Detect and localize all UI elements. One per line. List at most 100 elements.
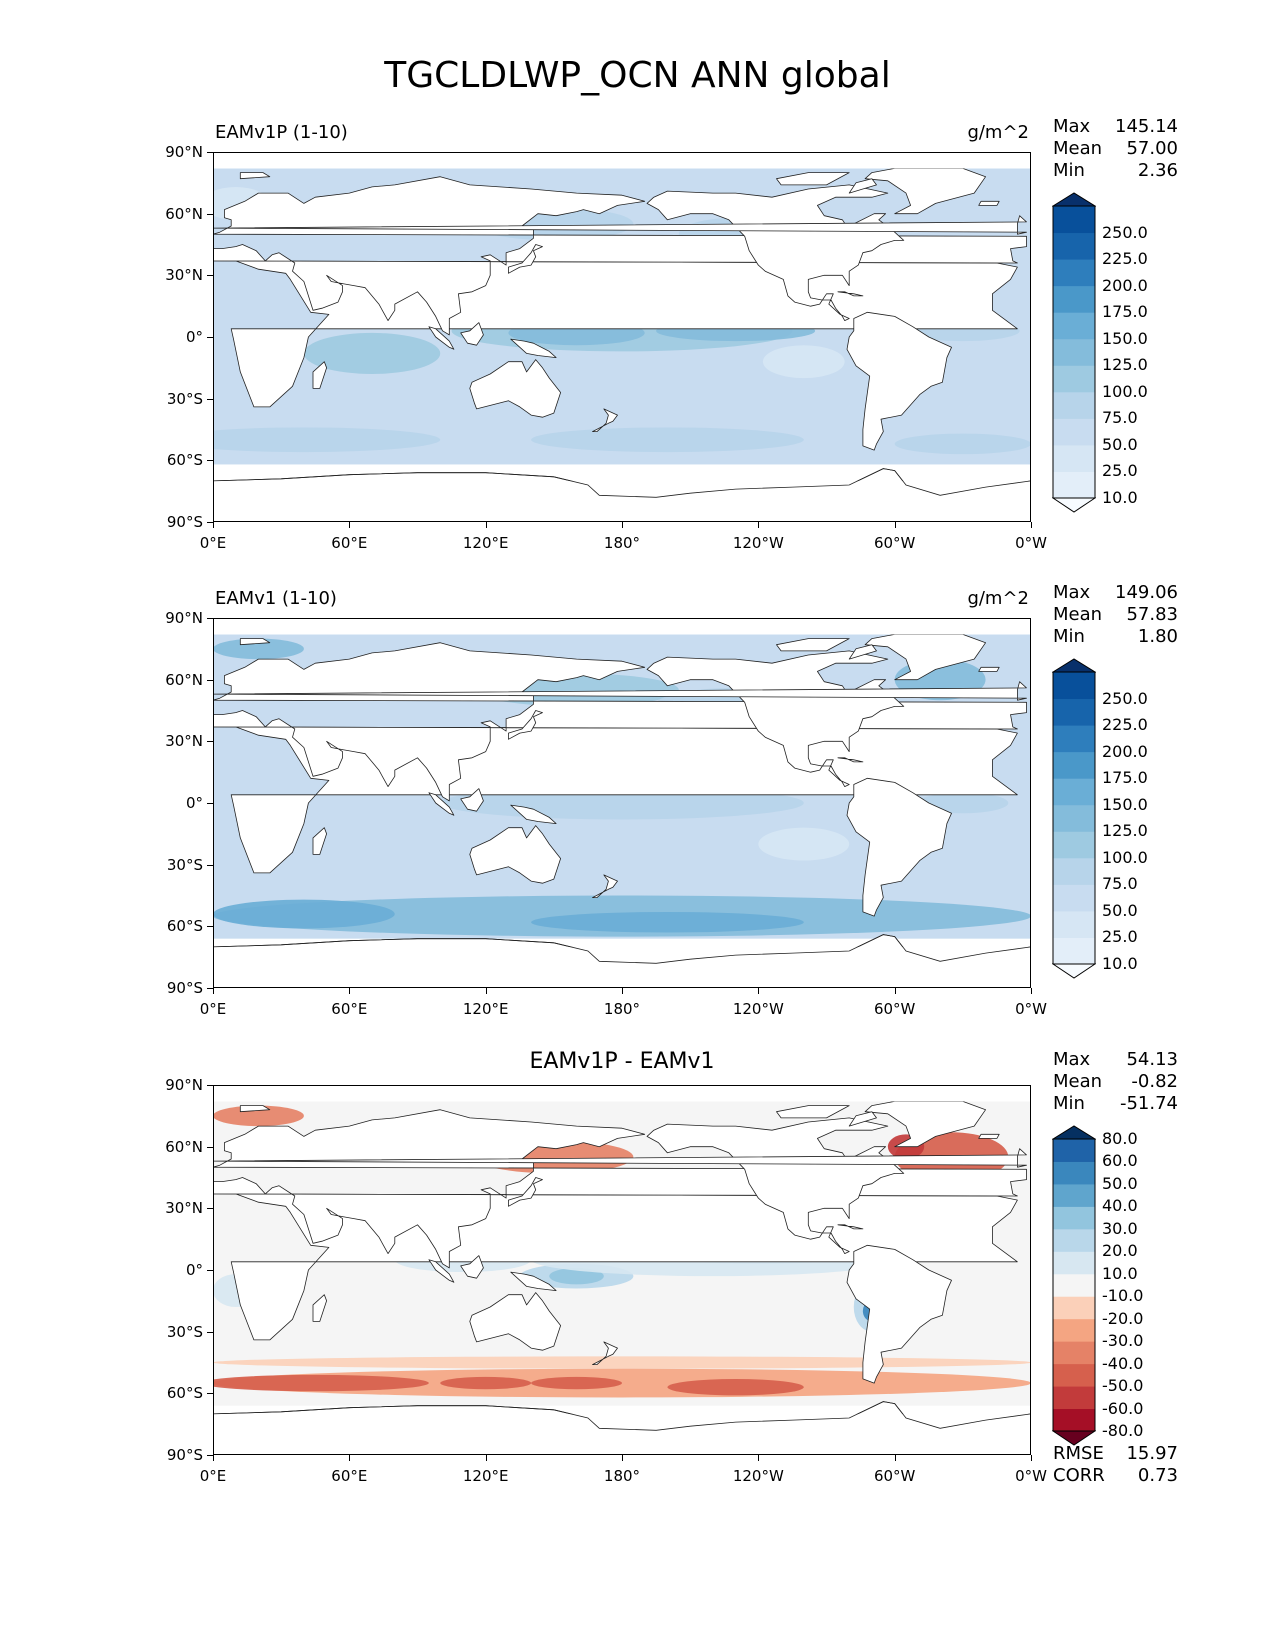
stat-row: Min 1.80 <box>1053 626 1178 648</box>
colorbar-bin <box>1053 831 1095 859</box>
y-tick-label: 30°S <box>166 1322 203 1341</box>
coastline <box>978 1133 1000 1139</box>
stat-label: RMSE <box>1053 1443 1104 1464</box>
coastline <box>837 291 864 297</box>
coastline <box>592 874 618 899</box>
stat-row: Mean 57.83 <box>1053 604 1178 626</box>
y-tick-label: 90°S <box>166 979 203 997</box>
field-contour <box>303 332 441 374</box>
colorbar-bin <box>1053 778 1095 806</box>
x-tick <box>622 1455 623 1461</box>
coastline <box>507 244 543 274</box>
colorbar-bin <box>1053 1206 1095 1230</box>
x-tick <box>894 1455 896 1461</box>
colorbar-tick-label: 250.0 <box>1102 688 1148 708</box>
stat-row: Min -51.74 <box>1053 1093 1178 1115</box>
colorbar-tick-label: 125.0 <box>1102 821 1148 841</box>
x-tick <box>485 1455 487 1461</box>
colorbar-bin <box>1053 725 1095 753</box>
coastline <box>213 726 1018 874</box>
coastline <box>776 172 850 186</box>
stat-value: -51.74 <box>1119 1093 1178 1114</box>
x-tick-label: 120°W <box>732 1467 784 1485</box>
colorbar: 10.0 25.0 50.0 75.0 100.0 125.0 150.0 175.0 200.… <box>1051 192 1194 513</box>
x-tick <box>1031 1455 1032 1461</box>
colorbar-bin <box>1053 418 1095 446</box>
coastline <box>460 788 484 812</box>
field-contour <box>549 1267 604 1285</box>
stat-value: 57.83 <box>1126 604 1178 625</box>
stat-row: Max 149.06 <box>1053 582 1178 604</box>
colorbar-tick-label: -80.0 <box>1102 1421 1144 1440</box>
coastline <box>312 1294 327 1322</box>
y-tick <box>207 1270 213 1271</box>
y-tick <box>207 1208 213 1210</box>
y-tick-label: 30°N <box>165 1199 203 1218</box>
y-tick <box>207 337 213 338</box>
coastline <box>312 361 327 389</box>
x-tick <box>349 522 351 528</box>
y-tick-label: 0° <box>185 794 203 812</box>
colorbar-tick-label: -50.0 <box>1102 1376 1144 1396</box>
colorbar-bin <box>1053 338 1095 366</box>
y-tick-label: 0° <box>185 328 203 346</box>
coastline <box>213 260 1018 408</box>
coastline <box>837 1224 864 1230</box>
y-tick <box>207 275 213 277</box>
coastline <box>837 757 864 763</box>
x-tick <box>349 1455 351 1461</box>
y-tick <box>207 460 213 462</box>
y-tick <box>207 803 213 804</box>
stat-label: Max <box>1053 1049 1091 1070</box>
stat-row: Max 145.14 <box>1053 116 1178 138</box>
colorbar-graphic <box>1051 1125 1097 1446</box>
coastline <box>460 322 484 346</box>
x-tick-label: 120°E <box>462 1000 509 1018</box>
coastline <box>469 1292 562 1351</box>
coastline <box>848 1111 877 1127</box>
colorbar-bin <box>1053 1251 1095 1275</box>
y-tick <box>207 1085 213 1086</box>
coastline <box>592 408 618 433</box>
coastline <box>510 338 557 359</box>
x-tick-label: 0°W <box>1015 1467 1047 1485</box>
coastline <box>510 804 557 825</box>
stat-row: RMSE 15.97 <box>1053 1443 1178 1465</box>
coastline <box>213 1148 1027 1168</box>
x-tick <box>1031 988 1032 994</box>
colorbar-bin <box>1053 1318 1095 1342</box>
x-tick-label: 120°W <box>732 1000 784 1018</box>
field-contour <box>213 1356 1031 1369</box>
x-tick <box>622 988 623 994</box>
colorbar-bin <box>1053 1408 1095 1432</box>
x-tick <box>485 522 487 528</box>
colorbar-tick-label: 175.0 <box>1102 768 1148 788</box>
colorbar-bin <box>1053 232 1095 260</box>
x-tick-label: 60°W <box>873 1467 916 1485</box>
y-tick <box>207 618 213 619</box>
y-tick-label: 30°S <box>166 389 203 408</box>
x-tick-label: 180° <box>603 1000 641 1018</box>
colorbar-tick-label: 50.0 <box>1102 900 1138 920</box>
colorbar-tick-label: 150.0 <box>1102 328 1148 348</box>
stats-box: Max 54.13 Mean -0.82 Min -51.74 <box>1053 1049 1178 1115</box>
y-tick <box>207 1331 213 1333</box>
y-tick <box>207 864 213 866</box>
colorbar-tick-label: 125.0 <box>1102 355 1148 375</box>
coastline <box>213 1109 1027 1269</box>
y-tick-label: 30°S <box>166 855 203 874</box>
stats-box: Max 145.14 Mean 57.00 Min 2.36 <box>1053 116 1178 182</box>
x-tick <box>894 522 896 528</box>
colorbar-tick-label: -20.0 <box>1102 1308 1144 1328</box>
y-tick <box>207 741 213 743</box>
colorbar-tick-label: 80.0 <box>1102 1129 1138 1148</box>
y-tick-label: 0° <box>185 1261 203 1279</box>
y-tick-label: 30°N <box>165 732 203 751</box>
coastline <box>213 642 1027 802</box>
colorbar-tick-label: -30.0 <box>1102 1331 1144 1351</box>
colorbar-tick-label: 175.0 <box>1102 302 1148 322</box>
coastline <box>846 311 952 451</box>
coastline <box>239 638 271 646</box>
